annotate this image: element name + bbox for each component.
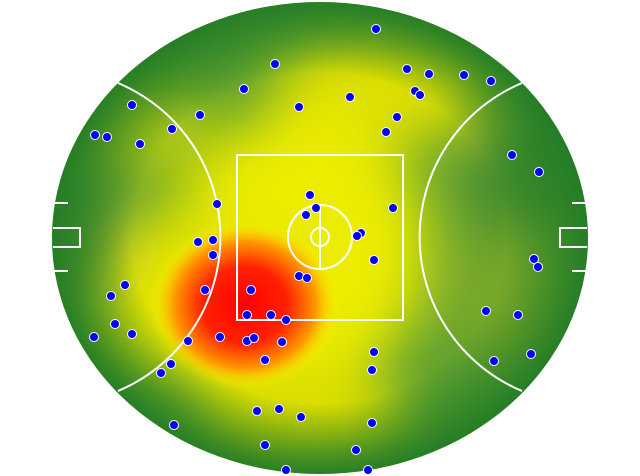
point: [507, 150, 517, 160]
point: [369, 347, 379, 357]
point: [260, 355, 270, 365]
point: [424, 69, 434, 79]
point: [529, 254, 539, 264]
point: [277, 337, 287, 347]
point: [302, 273, 312, 283]
point: [252, 406, 262, 416]
points: [89, 24, 544, 475]
point: [102, 132, 112, 142]
point: [127, 329, 137, 339]
point: [169, 420, 179, 430]
point: [242, 310, 252, 320]
point: [200, 285, 210, 295]
point: [371, 24, 381, 34]
point: [489, 356, 499, 366]
point: [415, 90, 425, 100]
point: [281, 465, 291, 475]
point: [167, 124, 177, 134]
point: [156, 368, 166, 378]
point: [352, 231, 362, 241]
point: [260, 440, 270, 450]
point: [239, 84, 249, 94]
point: [215, 332, 225, 342]
point: [388, 203, 398, 213]
point: [120, 280, 130, 290]
point: [301, 210, 311, 220]
point: [351, 445, 361, 455]
point: [89, 332, 99, 342]
point: [208, 235, 218, 245]
point: [281, 315, 291, 325]
point: [534, 167, 544, 177]
point: [481, 306, 491, 316]
point: [193, 237, 203, 247]
point: [526, 349, 536, 359]
point: [381, 127, 391, 137]
point: [392, 112, 402, 122]
point: [246, 285, 256, 295]
point: [270, 59, 280, 69]
point: [110, 319, 120, 329]
point: [367, 365, 377, 375]
point: [106, 291, 116, 301]
point: [212, 199, 222, 209]
point: [363, 465, 373, 475]
point: [533, 262, 543, 272]
point: [311, 203, 321, 213]
point: [459, 70, 469, 80]
point: [208, 250, 218, 260]
point: [90, 130, 100, 140]
point: [305, 190, 315, 200]
point: [294, 102, 304, 112]
point: [266, 310, 276, 320]
point: [367, 418, 377, 428]
point: [135, 139, 145, 149]
point: [402, 64, 412, 74]
point: [249, 333, 259, 343]
point: [127, 100, 137, 110]
point: [486, 76, 496, 86]
point: [183, 336, 193, 346]
point: [345, 92, 355, 102]
point: [369, 255, 379, 265]
point: [296, 412, 306, 422]
point: [274, 404, 284, 414]
point: [166, 359, 176, 369]
point: [195, 110, 205, 120]
point: [513, 310, 523, 320]
